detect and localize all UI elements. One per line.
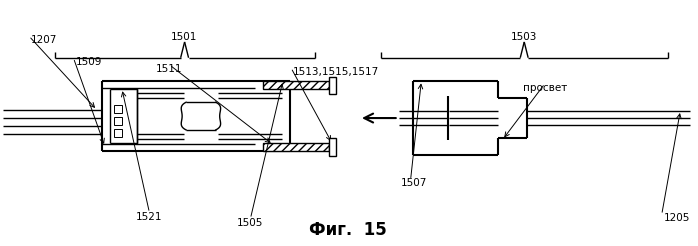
Text: 1207: 1207 (31, 35, 57, 45)
Bar (114, 129, 122, 137)
Bar (114, 105, 122, 113)
Text: 1505: 1505 (237, 218, 264, 228)
Bar (329, 138, 336, 156)
Text: 1501: 1501 (171, 32, 198, 42)
Text: 1521: 1521 (136, 212, 163, 222)
Text: 1513,1515,1517: 1513,1515,1517 (293, 67, 379, 77)
Bar (263, 81, 329, 89)
Bar (114, 117, 122, 125)
Text: 1503: 1503 (511, 32, 537, 42)
Bar (329, 77, 336, 94)
Text: 1511: 1511 (156, 64, 183, 74)
Text: Фиг.  15: Фиг. 15 (309, 221, 387, 239)
Text: 1507: 1507 (401, 178, 427, 188)
Bar (263, 143, 329, 151)
Text: просвет: просвет (523, 83, 567, 93)
Text: 1205: 1205 (664, 213, 690, 223)
Text: 1509: 1509 (75, 57, 102, 67)
